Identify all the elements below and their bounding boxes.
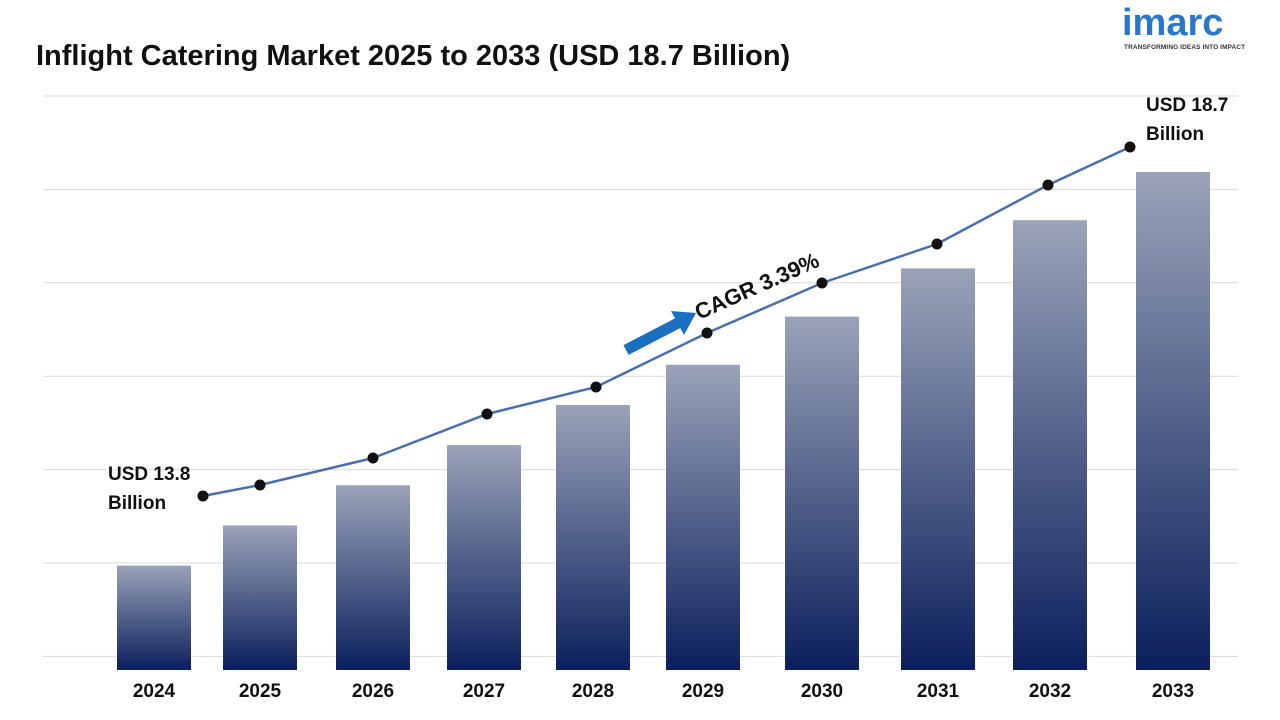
- cagr-arrow-head: [671, 311, 696, 335]
- x-tick-2031: 2031: [917, 681, 960, 702]
- start-value-label: USD 13.8: [108, 464, 190, 485]
- trend-point-2026: [367, 452, 379, 464]
- bar-2024: [117, 565, 191, 670]
- x-tick-2027: 2027: [463, 681, 505, 702]
- trend-point-2024: [197, 490, 209, 502]
- bar-2025: [223, 525, 297, 670]
- cagr-label: CAGR 3.39%: [691, 248, 823, 325]
- trend-point-2027: [481, 408, 493, 420]
- end-value-label: USD 18.7: [1146, 95, 1228, 116]
- trend-line-group: [197, 141, 1136, 502]
- end-value-unit: Billion: [1146, 124, 1204, 145]
- x-tick-2030: 2030: [801, 681, 843, 702]
- bar-2029: [666, 364, 740, 670]
- x-tick-2033: 2033: [1152, 681, 1194, 702]
- cagr-arrow: [623, 317, 683, 355]
- chart-title: Inflight Catering Market 2025 to 2033 (U…: [36, 40, 791, 72]
- imarc-logo: imarc TRANSFORMING IDEAS INTO IMPACT: [1122, 2, 1248, 54]
- trend-point-2029: [701, 327, 713, 339]
- value-annotations: USD 13.8 Billion USD 18.7 Billion: [108, 95, 1228, 514]
- x-tick-2025: 2025: [239, 681, 282, 702]
- bar-2033: [1136, 172, 1210, 670]
- trend-point-2025: [254, 479, 266, 491]
- x-tick-2026: 2026: [352, 681, 394, 702]
- trend-point-2031: [931, 238, 943, 250]
- bars: [117, 172, 1210, 670]
- bar-2026: [336, 485, 410, 670]
- bar-2030: [785, 316, 859, 670]
- bar-2032: [1013, 220, 1087, 670]
- x-tick-labels: 2024 2025 2026 2027 2028 2029 2030 2031 2032 2033: [133, 681, 1194, 702]
- trend-point-2028: [590, 381, 602, 393]
- bar-2028: [556, 404, 630, 670]
- x-tick-2028: 2028: [572, 681, 614, 702]
- trend-point-2033: [1124, 141, 1136, 153]
- bar-2027: [447, 445, 521, 670]
- trend-point-2032: [1042, 179, 1054, 191]
- x-tick-2032: 2032: [1029, 681, 1071, 702]
- bar-2031: [901, 268, 975, 670]
- start-value-unit: Billion: [108, 493, 166, 514]
- trend-line: [202, 145, 1131, 498]
- x-tick-2029: 2029: [682, 681, 724, 702]
- logo-tagline: TRANSFORMING IDEAS INTO IMPACT: [1124, 44, 1246, 51]
- logo-wordmark: imarc: [1122, 2, 1224, 44]
- x-tick-2024: 2024: [133, 681, 176, 702]
- trend-point-2030: [816, 277, 828, 289]
